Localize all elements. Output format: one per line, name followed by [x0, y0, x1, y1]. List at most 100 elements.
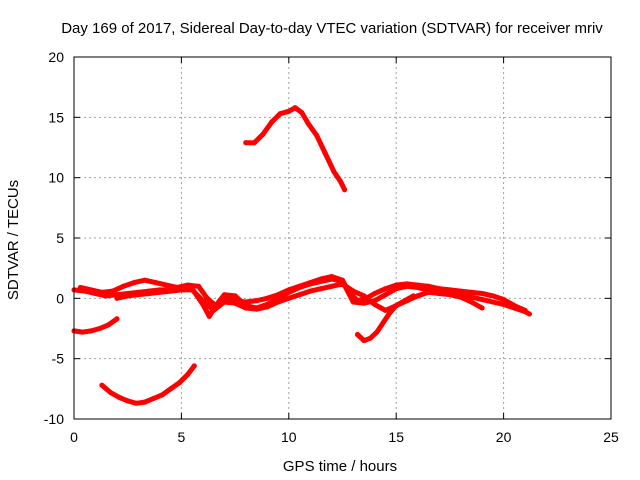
data-point	[146, 291, 152, 296]
data-point	[479, 291, 485, 296]
data-point	[264, 295, 270, 301]
data-point	[80, 329, 86, 335]
data-point	[479, 305, 485, 311]
data-point	[254, 298, 260, 304]
data-point	[260, 131, 266, 137]
data-point	[105, 322, 111, 328]
data-point	[361, 293, 367, 299]
x-tick-label: 15	[388, 429, 404, 445]
data-point	[264, 304, 270, 310]
data-point	[342, 187, 348, 193]
data-point	[275, 292, 281, 298]
data-point	[110, 288, 116, 294]
data-point	[526, 311, 532, 317]
data-point	[329, 274, 335, 280]
data-point	[275, 299, 281, 305]
data-point	[99, 289, 105, 295]
data-point	[361, 338, 367, 344]
data-point	[340, 281, 345, 287]
data-point	[108, 390, 113, 395]
data-point	[243, 140, 249, 146]
data-point	[254, 306, 260, 312]
data-point	[522, 307, 528, 313]
data-point	[340, 277, 345, 283]
y-tick-label: 5	[56, 230, 64, 246]
data-point	[415, 293, 421, 299]
data-point	[374, 329, 380, 335]
data-point	[131, 280, 137, 286]
data-point	[133, 400, 139, 406]
x-tick-label: 20	[496, 429, 512, 445]
series-group	[71, 105, 532, 406]
data-point	[196, 283, 202, 289]
data-point	[286, 295, 292, 301]
data-point	[88, 328, 94, 334]
data-point	[367, 335, 373, 341]
data-point	[468, 294, 474, 300]
data-point	[383, 292, 388, 298]
y-tick-label: -10	[44, 411, 64, 427]
data-point	[479, 297, 485, 302]
data-point	[292, 105, 298, 111]
data-point	[299, 110, 305, 115]
data-point	[221, 299, 227, 305]
data-point	[314, 132, 320, 138]
data-point	[447, 292, 453, 298]
x-tick-label: 5	[178, 429, 186, 445]
data-point	[243, 299, 249, 305]
data-point	[458, 294, 464, 300]
data-point	[297, 283, 302, 289]
data-point	[114, 295, 120, 301]
series-points-arc-4	[114, 281, 485, 313]
data-point	[501, 301, 507, 307]
data-point	[511, 303, 517, 309]
data-point	[410, 293, 416, 299]
data-point	[307, 288, 313, 294]
data-point	[243, 305, 249, 311]
data-point	[178, 287, 184, 293]
data-point	[425, 283, 431, 289]
data-point	[269, 119, 275, 125]
y-axis-label: SDTVAR / TECUs	[5, 180, 22, 300]
data-point	[355, 298, 360, 304]
series-points-arc-5	[355, 293, 416, 344]
data-point	[277, 111, 283, 117]
x-tick-labels: 0 5 10 15 20 25	[70, 429, 619, 445]
data-point	[393, 303, 399, 309]
data-point	[436, 286, 442, 292]
data-point	[447, 287, 453, 293]
data-point	[305, 120, 311, 126]
data-point	[159, 392, 165, 398]
data-point	[211, 307, 217, 313]
data-point	[99, 382, 105, 388]
data-point	[185, 282, 191, 288]
data-point	[77, 285, 83, 290]
data-point	[232, 300, 238, 306]
data-point	[157, 289, 163, 295]
y-tick-label: -5	[52, 351, 65, 367]
data-point	[468, 299, 474, 305]
data-point	[383, 307, 388, 313]
x-tick-label: 0	[70, 429, 78, 445]
data-point	[468, 289, 474, 295]
data-point	[204, 295, 210, 301]
y-tick-label: 15	[48, 109, 64, 125]
series-points-arc-6	[71, 316, 120, 335]
data-point	[200, 298, 206, 304]
data-point	[221, 295, 227, 301]
data-point	[337, 178, 343, 184]
chart-title: Day 169 of 2017, Sidereal Day-to-day VTE…	[61, 20, 603, 37]
y-tick-labels: -10 -5 0 5 10 15 20	[44, 49, 64, 427]
data-point	[329, 283, 335, 289]
data-point	[153, 280, 159, 286]
data-point	[393, 282, 399, 288]
data-point	[120, 283, 126, 289]
data-point	[185, 371, 191, 377]
data-point	[206, 313, 212, 319]
data-point	[415, 282, 421, 288]
data-point	[135, 292, 141, 298]
data-point	[116, 394, 122, 400]
series-points-arc-7	[99, 363, 197, 406]
data-point	[490, 293, 496, 299]
